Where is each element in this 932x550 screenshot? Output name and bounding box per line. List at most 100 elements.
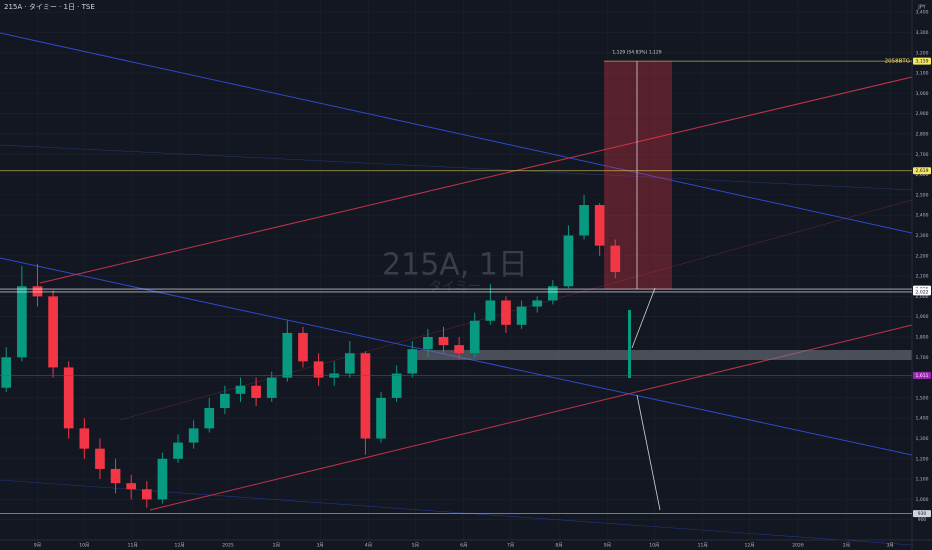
y-tick-label: 1,200	[916, 456, 929, 462]
x-tick-label: 11月	[128, 543, 138, 549]
price-level-label: 3,159	[916, 59, 929, 65]
projection-candle	[628, 310, 631, 378]
y-tick-label: 2,200	[916, 253, 929, 259]
candle-body	[126, 483, 137, 490]
x-tick-label: 10月	[649, 543, 659, 549]
candle-body	[532, 300, 543, 307]
watermark-name: タイミー	[429, 280, 481, 295]
candle-body	[220, 393, 230, 409]
candle-body	[157, 458, 168, 500]
measure-label: 1,129 (54.83%) 1,129	[612, 50, 661, 56]
price-level-label: 1,611	[916, 373, 929, 379]
price-level-label: 2,022	[916, 289, 929, 295]
y-tick-label: 2,800	[916, 131, 929, 137]
x-tick-label: 11月	[698, 543, 708, 549]
price-level-tag	[913, 510, 931, 518]
candle-body	[344, 353, 355, 374]
y-tick-label: 3,300	[916, 30, 929, 36]
candle-body	[407, 349, 418, 374]
candle-body	[1, 357, 12, 388]
trend-line	[0, 479, 913, 546]
candle-body	[48, 296, 58, 368]
y-tick-label: 2,000	[916, 294, 929, 300]
watermark-symbol: 215A, 1日	[382, 248, 528, 283]
candle-body	[594, 205, 605, 246]
candle-body	[282, 332, 293, 378]
candle-body	[501, 300, 511, 325]
price-level-tag	[913, 371, 931, 379]
y-tick-label: 2,300	[916, 233, 929, 239]
arrow	[631, 287, 656, 349]
x-tick-label: 9月	[34, 543, 41, 549]
price-level-label: 2,619	[916, 168, 929, 174]
candle-body	[563, 235, 574, 287]
trend-line	[0, 32, 913, 234]
price-level-tag	[913, 57, 931, 65]
candle-body	[95, 448, 105, 469]
y-tick-label: 1,900	[916, 314, 929, 320]
candle-body	[204, 408, 215, 429]
y-tick-label: 3,200	[916, 50, 929, 56]
candle-body	[63, 367, 74, 429]
x-tick-label: 12月	[174, 543, 184, 549]
x-tick-label: 2026	[792, 543, 804, 549]
candle-body	[547, 286, 558, 301]
candle-body	[376, 397, 386, 439]
y-tick-label: 2,700	[916, 152, 929, 158]
arrow	[636, 394, 661, 511]
y-tick-label: 2,400	[916, 213, 929, 219]
x-tick-label: 10月	[79, 543, 89, 549]
drawings	[0, 32, 913, 546]
candle-body	[313, 361, 324, 378]
candle-body	[438, 336, 449, 346]
candle-body	[188, 428, 199, 443]
candle-body	[79, 428, 90, 449]
candle-body	[360, 353, 371, 439]
y-tick-label: 1,400	[916, 416, 929, 422]
y-tick-label: 900	[918, 517, 927, 523]
candle-body	[423, 336, 433, 350]
y-tick-label: 2,900	[916, 111, 929, 117]
x-tick-label: 4月	[365, 543, 372, 549]
x-tick-label: 3月	[886, 543, 893, 549]
y-tick-label: 1,800	[916, 334, 929, 340]
x-tick-label: 7月	[507, 543, 514, 549]
y-tick-label: 2,600	[916, 172, 929, 178]
x-tick-label: 8月	[555, 543, 562, 549]
candle-body	[610, 245, 621, 273]
trend-line	[0, 144, 913, 191]
candle-body	[485, 300, 496, 321]
candle-body	[454, 345, 464, 354]
currency: JPY	[917, 5, 926, 11]
price-level-tag	[913, 167, 931, 175]
candle-body	[266, 377, 277, 398]
y-tick-label: 3,100	[916, 71, 929, 77]
x-tick-label: 2025	[222, 543, 234, 549]
y-tick-label: 2,500	[916, 192, 929, 198]
y-tick-label: 1,700	[916, 355, 929, 361]
x-tick-label: 5月	[412, 543, 419, 549]
price-level-tag	[913, 288, 931, 296]
candle-body	[251, 385, 261, 398]
candle-body	[516, 306, 527, 325]
grid	[0, 0, 912, 540]
price-level-label: 930	[918, 511, 927, 517]
chart-title: 215A · タイミー · 1日 · TSE	[4, 2, 95, 11]
x-tick-label: 2月	[273, 543, 280, 549]
y-tick-label: 1,000	[916, 497, 929, 503]
y-tick-label: 1,300	[916, 436, 929, 442]
candle-body	[141, 489, 152, 500]
y-tick-label: 3,000	[916, 91, 929, 97]
trend-line	[119, 199, 913, 421]
candle-body	[17, 286, 27, 358]
x-tick-label: 3月	[316, 543, 323, 549]
trend-line	[39, 76, 913, 284]
candle-body	[391, 373, 402, 398]
x-tick-label: 2月	[843, 543, 850, 549]
x-tick-label: 9月	[604, 543, 611, 549]
price-level-name: 2058BTG	[885, 59, 910, 65]
candle-body	[469, 320, 480, 354]
y-tick-label: 2,100	[916, 274, 929, 280]
